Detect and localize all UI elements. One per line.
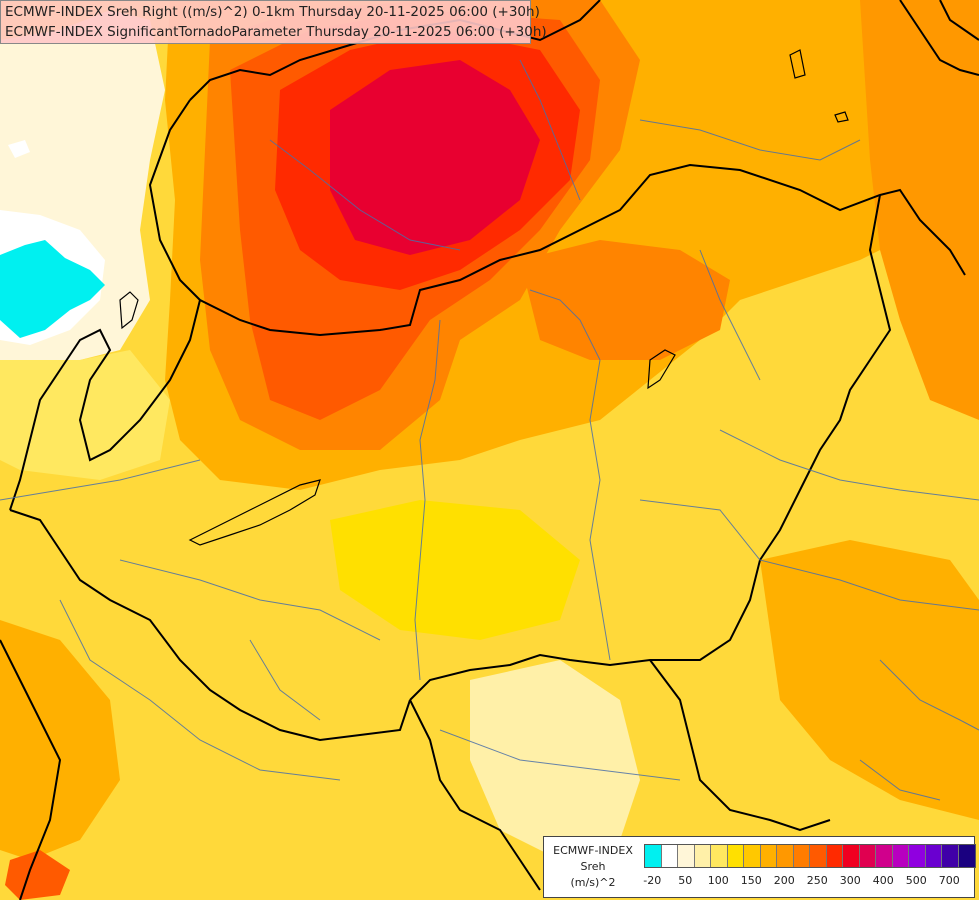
map-title-line-2: ECMWF-INDEX SignificantTornadoParameter … — [5, 24, 547, 40]
field-pale-south — [470, 660, 640, 860]
field-white-spot — [8, 140, 30, 158]
legend-swatch-7 — [760, 845, 777, 867]
legend-swatch-16 — [909, 845, 926, 867]
legend-swatch-19 — [958, 845, 975, 867]
legend-caption-line-3: (m/s)^2 — [570, 876, 616, 889]
field-darkorange-ne — [520, 240, 730, 360]
legend-swatch-8 — [777, 845, 794, 867]
legend-swatch-2 — [678, 845, 695, 867]
legend-caption-line-1: ECMWF-INDEX — [553, 844, 633, 857]
legend-swatch-15 — [892, 845, 909, 867]
legend-tick-9: 700 — [938, 874, 960, 887]
field-orange-sw — [0, 620, 120, 860]
legend-swatch-1 — [661, 845, 678, 867]
legend-swatch-0 — [645, 845, 662, 867]
legend-swatch-3 — [694, 845, 711, 867]
legend-swatches — [644, 844, 976, 868]
legend-swatch-6 — [744, 845, 761, 867]
legend-caption-line-2: Sreh — [580, 860, 606, 873]
field-crimson-core — [330, 60, 540, 255]
color-legend: ECMWF-INDEX Sreh (m/s)^2 -20 50 100 150 200 2… — [543, 836, 976, 898]
legend-swatch-12 — [843, 845, 860, 867]
field-yellow-center — [330, 500, 580, 640]
legend-tick-1: 50 — [678, 874, 693, 887]
field-orange-east — [860, 0, 979, 420]
legend-swatch-13 — [859, 845, 876, 867]
legend-caption: ECMWF-INDEX Sreh (m/s)^2 — [544, 843, 642, 891]
legend-ticks: -20 50 100 150 200 250 300 400 500 700 — [643, 874, 974, 890]
legend-swatch-14 — [876, 845, 893, 867]
legend-swatch-11 — [826, 845, 843, 867]
legend-tick-8: 500 — [905, 874, 927, 887]
map-title-box: ECMWF-INDEX Sreh Right ((m/s)^2) 0-1km T… — [0, 0, 547, 44]
legend-tick-3: 150 — [740, 874, 762, 887]
legend-swatch-9 — [793, 845, 810, 867]
field-orange-se — [760, 540, 979, 820]
legend-swatch-5 — [727, 845, 744, 867]
legend-tick-4: 200 — [773, 874, 795, 887]
legend-tick-5: 250 — [806, 874, 828, 887]
field-cyan-west — [0, 240, 105, 338]
lakes — [119, 49, 849, 546]
legend-swatch-18 — [942, 845, 959, 867]
rivers-and-regions — [0, 59, 979, 801]
legend-swatch-4 — [711, 845, 728, 867]
legend-tick-0: -20 — [643, 874, 662, 887]
field-darkorange-sw — [5, 850, 70, 900]
legend-tick-2: 100 — [707, 874, 729, 887]
map-title-line-1: ECMWF-INDEX Sreh Right ((m/s)^2) 0-1km T… — [5, 4, 540, 20]
legend-tick-6: 300 — [839, 874, 861, 887]
legend-swatch-10 — [810, 845, 827, 867]
legend-swatch-17 — [925, 845, 942, 867]
legend-tick-7: 400 — [872, 874, 894, 887]
field-light-yellow-west — [0, 350, 170, 480]
